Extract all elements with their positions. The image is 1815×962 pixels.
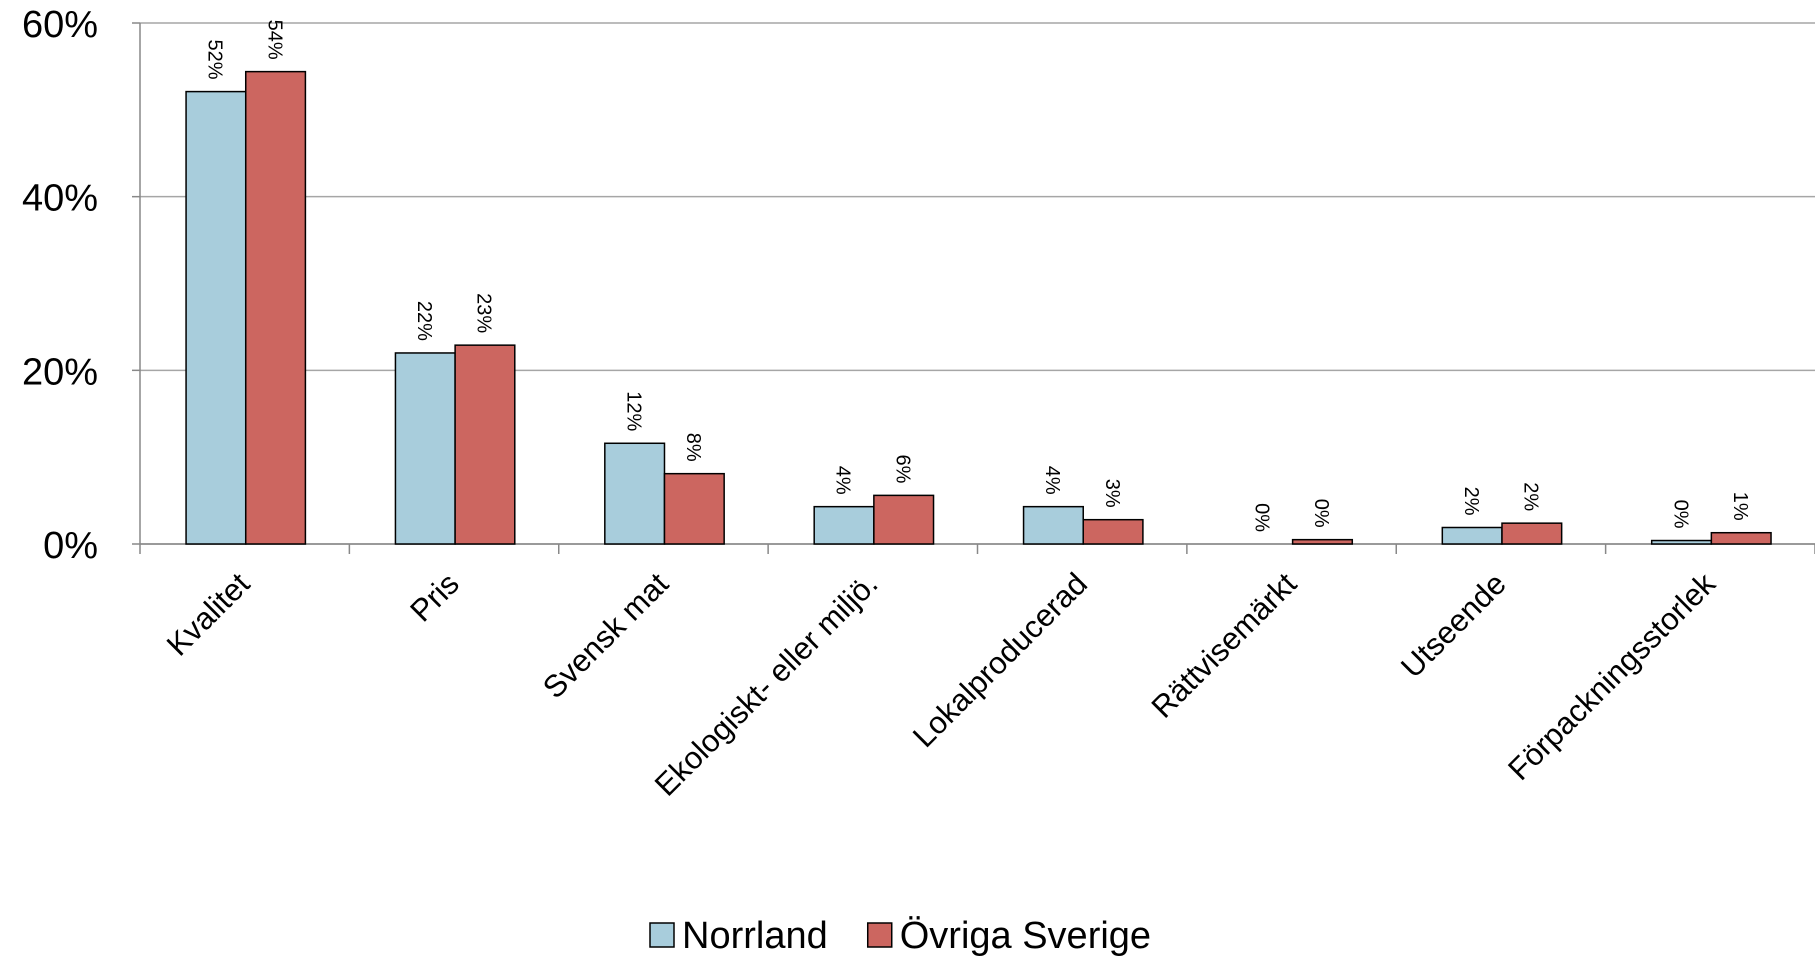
x-tick-label: Rättvisemärkt bbox=[1145, 566, 1304, 725]
x-tick-label: Pris bbox=[403, 566, 466, 629]
bar bbox=[1650, 539, 1713, 545]
x-tick-label: Förpackningsstorlek bbox=[1501, 566, 1722, 787]
legend-label: Övriga Sverige bbox=[900, 915, 1151, 957]
bar bbox=[1291, 538, 1354, 545]
y-tick-label: 40% bbox=[22, 178, 98, 220]
legend-label: Norrland bbox=[682, 915, 828, 957]
legend-swatch bbox=[649, 922, 675, 948]
x-tick-label: Ekologiskt- eller miljö. bbox=[648, 566, 885, 803]
bar bbox=[394, 352, 456, 545]
legend-swatch bbox=[866, 922, 893, 948]
data-label: 23% bbox=[473, 293, 495, 333]
bar bbox=[813, 505, 875, 545]
data-label: 54% bbox=[263, 20, 285, 60]
x-tick-label: Utseende bbox=[1394, 566, 1513, 685]
bar bbox=[1710, 531, 1772, 545]
bar bbox=[454, 344, 516, 545]
bar bbox=[1441, 526, 1503, 545]
bar bbox=[185, 90, 247, 545]
data-label: 0% bbox=[1669, 500, 1691, 529]
data-label: 52% bbox=[204, 40, 226, 80]
data-label: 1% bbox=[1729, 492, 1751, 521]
data-label: 0% bbox=[1250, 503, 1272, 532]
bar bbox=[873, 494, 935, 545]
bar bbox=[1022, 505, 1084, 545]
x-tick-label: Kvalitet bbox=[160, 566, 257, 663]
y-tick-label: 60% bbox=[22, 4, 98, 46]
bar bbox=[1082, 518, 1144, 545]
bar bbox=[244, 70, 307, 545]
y-tick-label: 20% bbox=[22, 351, 98, 393]
bar bbox=[604, 442, 666, 545]
x-tick-label: Lokalproducerad bbox=[906, 566, 1094, 754]
bar bbox=[663, 472, 725, 545]
data-label: 22% bbox=[413, 301, 435, 341]
data-label: 8% bbox=[682, 433, 704, 462]
bar bbox=[1501, 522, 1563, 545]
data-label: 4% bbox=[1041, 466, 1063, 495]
data-label: 6% bbox=[891, 454, 913, 483]
y-tick-label: 0% bbox=[43, 525, 98, 567]
x-tick-label: Svensk mat bbox=[536, 566, 676, 706]
data-label: 2% bbox=[1520, 482, 1542, 511]
data-label: 3% bbox=[1101, 479, 1123, 508]
data-label: 4% bbox=[832, 466, 854, 495]
data-label: 2% bbox=[1460, 487, 1482, 516]
data-label: 12% bbox=[622, 391, 644, 431]
data-label: 0% bbox=[1310, 499, 1332, 528]
